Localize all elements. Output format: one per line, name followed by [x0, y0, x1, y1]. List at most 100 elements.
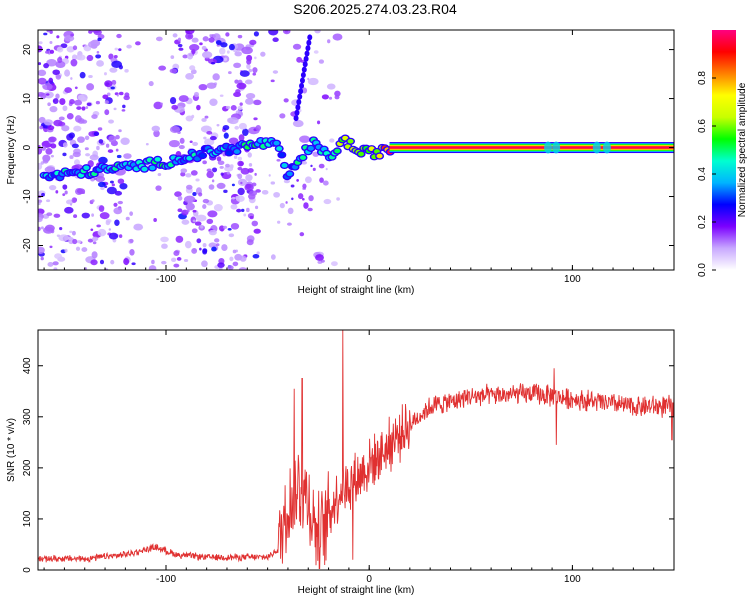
noise-speck: [294, 109, 300, 116]
noise-speck: [305, 45, 311, 52]
noise-speck: [239, 255, 247, 262]
noise-speck: [110, 259, 115, 265]
ridge-blob: [286, 171, 293, 177]
chart-title: S206.2025.274.03.23.R04: [293, 1, 457, 17]
noise-speck: [234, 51, 242, 57]
ridge-blob: [278, 152, 285, 158]
noise-speck: [222, 124, 230, 131]
noise-speck: [222, 225, 228, 229]
noise-speck: [268, 174, 271, 177]
noise-speck: [242, 128, 249, 137]
noise-speck: [114, 190, 123, 196]
noise-speck: [97, 37, 102, 42]
noise-speck: [223, 132, 229, 139]
noise-speck: [196, 104, 201, 111]
spectrogram-noise: [38, 30, 343, 270]
noise-speck: [118, 129, 122, 133]
noise-speck: [91, 114, 98, 119]
noise-speck: [118, 48, 122, 52]
noise-speck: [43, 226, 54, 234]
noise-speck: [88, 30, 93, 34]
noise-speck: [56, 46, 64, 53]
noise-speck: [98, 139, 104, 144]
noise-speck: [73, 159, 81, 166]
noise-speck: [58, 121, 66, 127]
snr-y-ticks: 0 100 200 300 400: [22, 357, 674, 573]
noise-speck: [86, 102, 92, 106]
noise-speck: [270, 181, 276, 185]
noise-speck: [249, 39, 257, 46]
colorbar-tick-label: 0.4: [697, 167, 708, 181]
noise-speck: [148, 81, 154, 87]
noise-speck: [58, 234, 70, 242]
noise-speck: [104, 100, 109, 104]
noise-speck: [221, 244, 228, 251]
ridge-blob: [186, 155, 193, 161]
noise-speck: [115, 134, 120, 140]
noise-speck: [109, 180, 114, 184]
noise-speck: [209, 34, 213, 38]
noise-speck: [286, 222, 292, 226]
noise-speck: [76, 106, 82, 110]
noise-speck: [292, 43, 302, 50]
noise-speck: [175, 235, 184, 243]
noise-speck: [312, 167, 316, 172]
noise-speck: [95, 54, 102, 59]
ridge-band: [389, 146, 674, 149]
noise-speck: [297, 93, 303, 100]
noise-speck: [38, 145, 41, 148]
noise-speck: [45, 50, 50, 54]
noise-speck: [212, 167, 218, 173]
x-tick-label: 0: [366, 274, 372, 285]
noise-speck: [212, 33, 221, 41]
noise-speck: [93, 30, 102, 36]
noise-speck: [117, 178, 125, 184]
noise-speck: [254, 172, 257, 176]
noise-speck: [74, 99, 83, 106]
noise-speck: [131, 262, 136, 266]
noise-speck: [232, 249, 237, 254]
noise-speck: [86, 54, 94, 62]
spectrogram-y-ticks: -20 -10 0 10 20: [22, 44, 674, 253]
ridge-blob: [273, 140, 280, 146]
noise-speck: [236, 208, 242, 213]
noise-speck: [331, 261, 338, 267]
noise-speck: [171, 104, 179, 110]
noise-speck: [92, 241, 97, 245]
noise-speck: [225, 32, 230, 37]
noise-speck: [38, 162, 43, 170]
noise-speck: [315, 254, 324, 261]
noise-speck: [89, 154, 99, 161]
noise-speck: [253, 117, 258, 121]
y-tick-label: 0: [22, 567, 33, 573]
noise-speck: [80, 97, 88, 102]
noise-speck: [129, 238, 134, 244]
noise-speck: [118, 91, 124, 96]
noise-speck: [244, 79, 253, 85]
noise-speck: [58, 116, 65, 121]
noise-speck: [202, 52, 208, 58]
x-tick-label: 100: [564, 574, 581, 585]
noise-speck: [285, 201, 288, 204]
noise-speck: [116, 94, 119, 97]
noise-speck: [157, 172, 162, 177]
noise-speck: [172, 33, 178, 38]
noise-speck: [111, 183, 115, 187]
noise-speck: [292, 119, 304, 128]
noise-speck: [49, 245, 53, 249]
noise-speck: [95, 100, 100, 105]
noise-speck: [47, 102, 51, 107]
noise-speck: [241, 208, 245, 212]
y-tick-label: 10: [22, 93, 33, 105]
noise-speck: [98, 205, 105, 212]
noise-speck: [62, 105, 68, 112]
noise-speck: [77, 136, 85, 143]
ridge-blob: [281, 163, 288, 168]
noise-speck: [246, 59, 252, 65]
noise-speck: [192, 141, 199, 147]
noise-speck: [48, 184, 57, 191]
noise-speck: [65, 199, 74, 205]
noise-speck: [252, 254, 260, 259]
noise-speck: [245, 174, 253, 182]
noise-speck: [122, 104, 126, 109]
